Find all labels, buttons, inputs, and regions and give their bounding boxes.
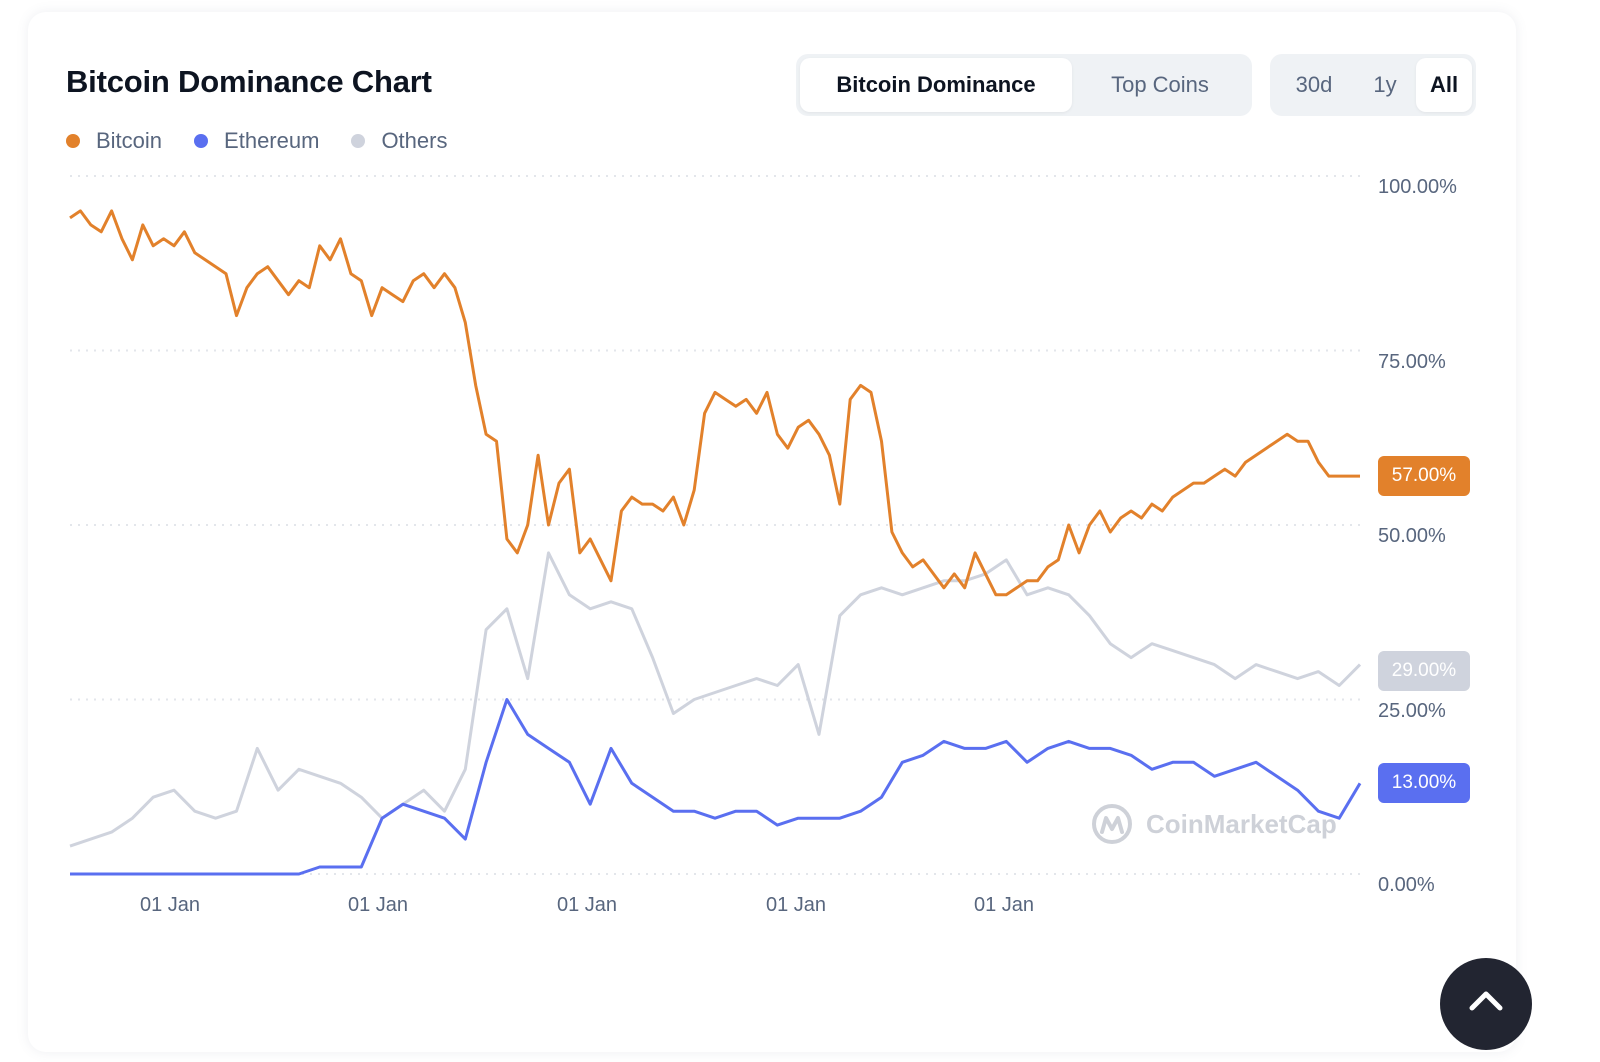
range-toggle: 30d 1y All <box>1270 54 1476 116</box>
legend-item-ethereum[interactable]: Ethereum <box>194 128 319 154</box>
legend-item-others[interactable]: Others <box>351 128 447 154</box>
x-tick-label: 01 Jan <box>974 894 1035 916</box>
legend-label-others: Others <box>381 128 448 153</box>
x-tick-label: 01 Jan <box>348 894 409 916</box>
range-all-button[interactable]: All <box>1416 58 1472 112</box>
x-tick-label: 01 Jan <box>766 894 827 916</box>
watermark: CoinMarketCap <box>1090 802 1337 846</box>
y-tick-label: 100.00% <box>1378 176 1457 198</box>
y-tick-label: 0.00% <box>1378 874 1435 896</box>
series-line-others <box>69 551 1362 848</box>
tab-top-coins[interactable]: Top Coins <box>1111 72 1209 97</box>
legend-dot-others <box>351 134 366 148</box>
tab-bitcoin-dominance[interactable]: Bitcoin Dominance <box>800 58 1072 112</box>
scroll-to-top-button[interactable] <box>1440 958 1532 1050</box>
range-1y-button[interactable]: 1y <box>1373 72 1397 97</box>
x-tick-label: 01 Jan <box>140 894 201 916</box>
legend-dot-bitcoin <box>66 134 80 148</box>
range-30d-button[interactable]: 30d <box>1295 72 1333 97</box>
ethereum-value-tag: 13.00% <box>1378 763 1470 803</box>
chart-card <box>28 12 1516 1052</box>
view-toggle: Bitcoin Dominance Top Coins <box>796 54 1252 116</box>
legend-item-bitcoin[interactable]: Bitcoin <box>66 128 162 154</box>
coinmarketcap-logo-icon <box>1092 804 1132 844</box>
others-value-tag: 29.00% <box>1378 651 1470 691</box>
series-line-ethereum <box>70 698 1362 876</box>
x-tick-label: 01 Jan <box>557 894 618 916</box>
watermark-text: CoinMarketCap <box>1146 808 1337 839</box>
dominance-chart <box>69 175 1362 876</box>
series-line-bitcoin <box>69 209 1360 597</box>
legend-dot-ethereum <box>194 134 209 148</box>
legend-label-ethereum: Ethereum <box>224 128 320 153</box>
chevron-up-icon <box>1469 991 1503 1011</box>
y-tick-label: 50.00% <box>1378 525 1446 547</box>
legend-label-bitcoin: Bitcoin <box>96 128 163 153</box>
y-tick-label: 25.00% <box>1378 700 1446 722</box>
chart-legend: Bitcoin Ethereum Others <box>66 128 447 154</box>
page-title: Bitcoin Dominance Chart <box>66 64 432 99</box>
bitcoin-value-tag: 57.00% <box>1378 456 1470 496</box>
y-tick-label: 75.00% <box>1378 351 1446 373</box>
